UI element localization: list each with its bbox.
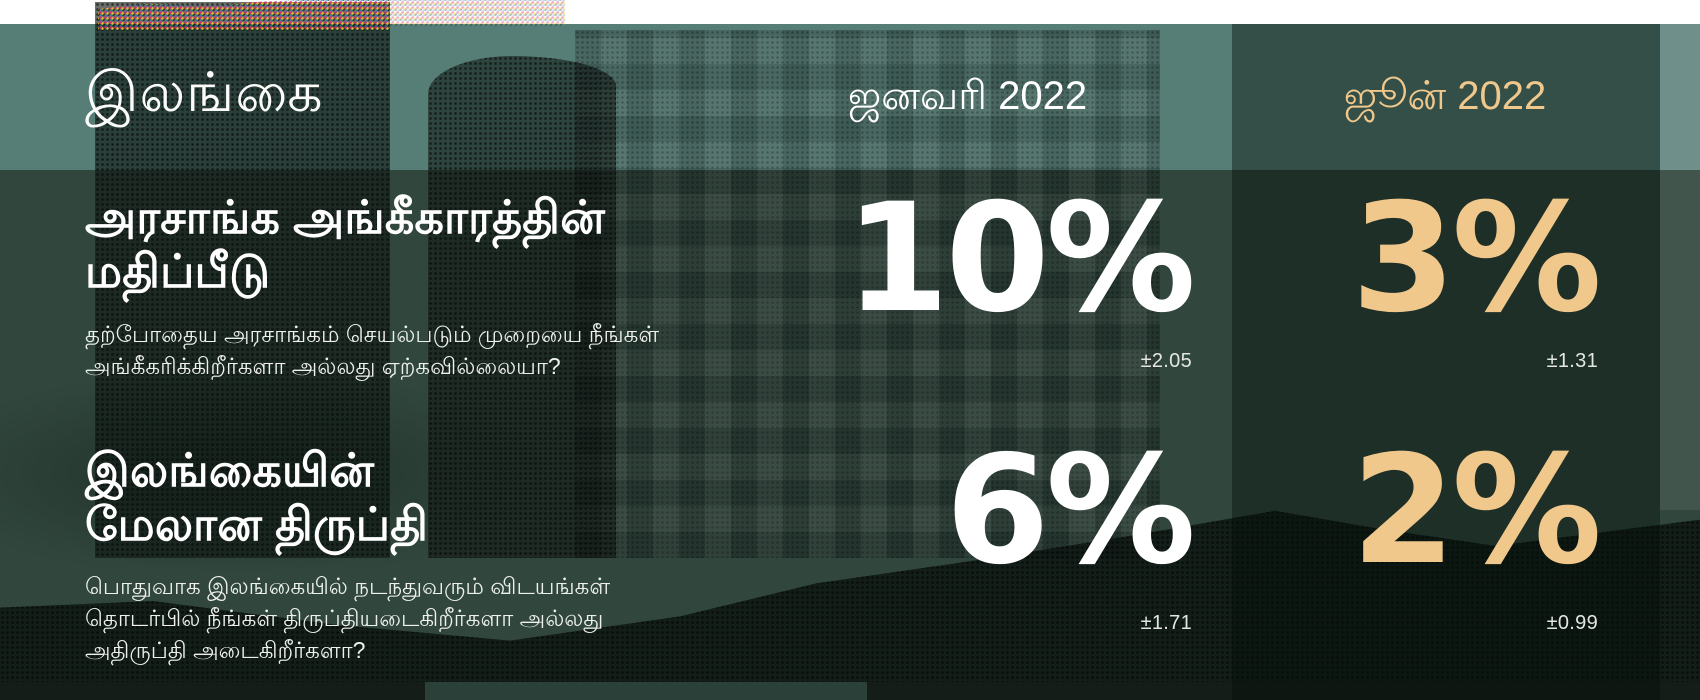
june-value-satisfaction: 2%: [1351, 424, 1602, 598]
halftone-tower-top: [98, 0, 390, 30]
january-value-approval: 10%: [844, 172, 1196, 346]
question-line: தற்போதைய அரசாங்கம் செயல்படும் முறையை நீங…: [85, 321, 660, 347]
bottom-dark-strip: [0, 682, 1700, 700]
column-header-january: ஜனவரி 2022: [847, 74, 1088, 118]
question-line: பொதுவாக இலங்கையில் நடந்துவரும் விடயங்கள்: [85, 573, 611, 599]
metric-heading-line: மதிப்பீடு: [85, 245, 271, 298]
metric-heading-satisfaction: இலங்கையின் மேலான திருப்தி: [85, 443, 428, 552]
center-tower-silhouette: [428, 56, 616, 558]
june-margin-of-error-satisfaction: ±0.99: [1546, 612, 1598, 634]
june-margin-of-error-approval: ±1.31: [1546, 350, 1598, 372]
metric-heading-line: இலங்கையின்: [85, 444, 375, 496]
june-column-overlay: [1232, 24, 1660, 700]
metric-question-approval: தற்போதைய அரசாங்கம் செயல்படும் முறையை நீங…: [85, 318, 659, 382]
body-right-margin: [1660, 170, 1700, 510]
question-line: அதிருப்தி அடைகிறீர்களா?: [85, 637, 366, 664]
left-rooftop-shadow: [0, 370, 560, 570]
halftone-tower-top-faint: [390, 0, 565, 26]
metric-heading-approval: அரசாங்க அங்கீகாரத்தின் மதிப்பீடு: [85, 190, 605, 299]
checkered-building-silhouette: [575, 30, 1160, 558]
header-right-margin: [1660, 24, 1700, 170]
metric-heading-line: மேலான திருப்தி: [85, 498, 429, 551]
left-tower-silhouette: [95, 2, 390, 558]
country-title: இலங்கை: [85, 61, 324, 123]
june-value-approval: 3%: [1351, 172, 1602, 346]
january-margin-of-error-approval: ±2.05: [1140, 350, 1192, 372]
metric-question-satisfaction: பொதுவாக இலங்கையில் நடந்துவரும் விடயங்கள்…: [85, 570, 610, 667]
metric-heading-line: அரசாங்க அங்கீகாரத்தின்: [85, 191, 606, 243]
january-value-satisfaction: 6%: [945, 424, 1196, 598]
january-margin-of-error-satisfaction: ±1.71: [1140, 612, 1192, 634]
question-line: அங்கீகரிக்கிறீர்களா அல்லது ஏற்கவில்லையா?: [85, 353, 561, 380]
column-header-june: ஜூன் 2022: [1343, 74, 1547, 118]
question-line: தொடர்பில் நீங்கள் திருப்தியடைகிறீர்களா அ…: [85, 605, 604, 632]
